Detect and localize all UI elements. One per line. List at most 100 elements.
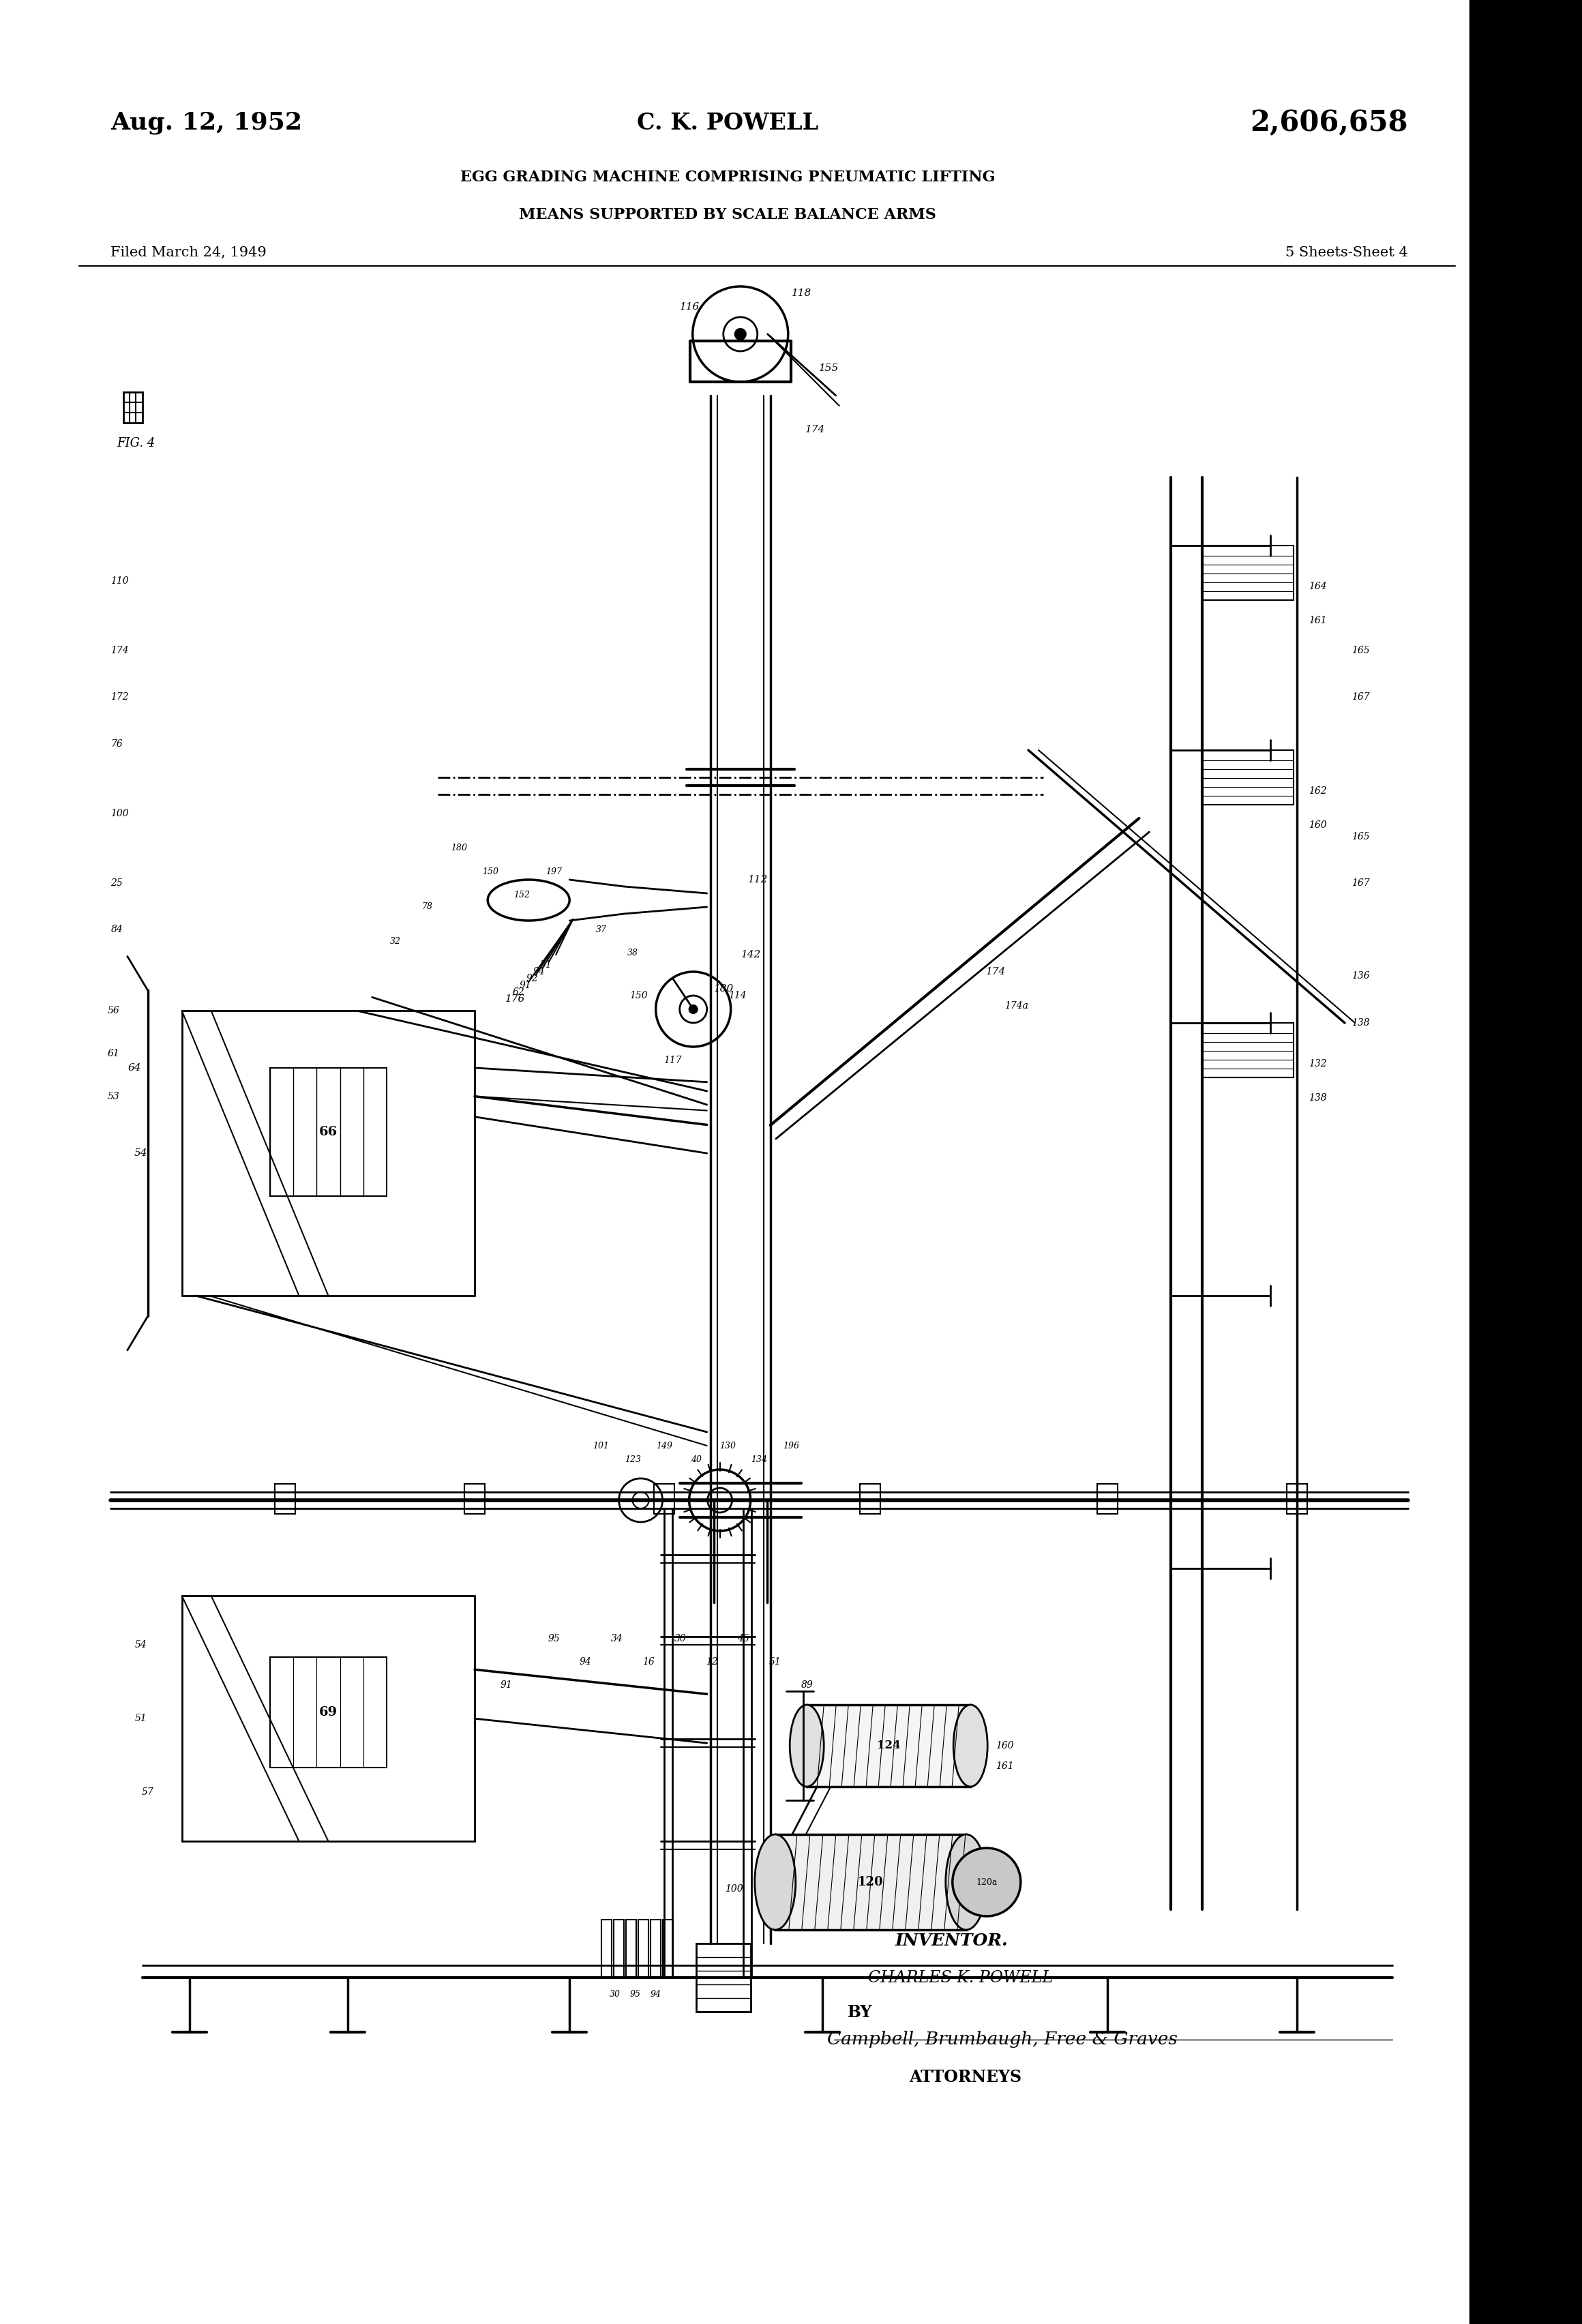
Text: EGG GRADING MACHINE COMPRISING PNEUMATIC LIFTING: EGG GRADING MACHINE COMPRISING PNEUMATIC… [460,170,995,186]
Text: CHARLES K. POWELL: CHARLES K. POWELL [869,1971,1052,1987]
Bar [614,1920,623,1978]
Text: 89: 89 [800,1680,813,1690]
Text: 91: 91 [500,1680,513,1690]
Text: 62: 62 [513,988,524,997]
Text: 172: 172 [111,693,128,702]
Bar [465,1483,484,1513]
Text: FIG. 4: FIG. 4 [117,437,155,449]
Circle shape [690,1006,698,1013]
Bar [807,1706,970,1787]
Text: ATTORNEYS: ATTORNEYS [908,2068,1022,2085]
Bar [626,1920,636,1978]
Text: MEANS SUPPORTED BY SCALE BALANCE ARMS: MEANS SUPPORTED BY SCALE BALANCE ARMS [519,207,937,223]
Bar [861,1483,880,1513]
Bar [1288,1483,1307,1513]
Text: 165: 165 [1351,646,1370,655]
Bar [638,1920,649,1978]
Text: 94: 94 [650,1989,661,1999]
Text: 114: 114 [729,990,747,999]
Bar [1202,1023,1294,1078]
Text: Filed March 24, 1949: Filed March 24, 1949 [111,246,267,258]
Text: 196: 196 [783,1441,799,1450]
Bar [275,1483,294,1513]
Ellipse shape [954,1706,987,1787]
Text: 5 Sheets-Sheet 4: 5 Sheets-Sheet 4 [1286,246,1408,258]
Text: 51: 51 [539,960,552,969]
Text: 30: 30 [674,1634,687,1643]
Text: 118: 118 [791,288,812,297]
Text: 64: 64 [128,1062,141,1074]
Text: 95: 95 [630,1989,641,1999]
Text: 138: 138 [1308,1092,1327,1102]
Text: 130: 130 [720,1441,736,1450]
Text: 32: 32 [391,937,400,946]
Text: 112: 112 [748,874,767,885]
Text: 165: 165 [1351,832,1370,841]
Text: 174: 174 [986,967,1006,976]
Text: 45: 45 [737,1634,750,1643]
Bar [1098,1483,1117,1513]
Bar [1470,0,1582,2324]
Text: 160: 160 [1308,820,1327,830]
Text: 76: 76 [111,739,123,748]
Text: 66: 66 [320,1125,337,1139]
Text: 123: 123 [625,1455,641,1464]
Text: 56: 56 [108,1006,120,1016]
Text: BY: BY [848,2003,872,2020]
Text: 2,606,658: 2,606,658 [1250,109,1408,137]
Bar [269,1067,386,1197]
Text: 124: 124 [876,1741,900,1752]
Bar [601,1920,611,1978]
Text: 78: 78 [422,902,432,911]
Ellipse shape [789,1706,824,1787]
Text: 57: 57 [142,1787,153,1796]
Text: 25: 25 [111,878,123,888]
Text: 180: 180 [713,983,734,995]
Bar [650,1920,661,1978]
Text: 132: 132 [1308,1060,1327,1069]
Text: 53: 53 [108,1092,120,1102]
Bar [1202,751,1294,804]
Text: 38: 38 [628,948,638,957]
Text: 94: 94 [579,1657,592,1666]
Text: 162: 162 [1308,786,1327,795]
Text: 197: 197 [546,867,562,876]
Text: 95: 95 [547,1634,560,1643]
Circle shape [736,328,745,339]
Text: 160: 160 [995,1741,1014,1750]
Bar [123,393,142,423]
Text: 161: 161 [1308,616,1327,625]
Bar [1202,546,1294,600]
Bar [663,1920,672,1978]
Bar [775,1834,967,1929]
Text: 40: 40 [691,1455,701,1464]
Text: 37: 37 [596,925,606,934]
Text: 84: 84 [111,925,123,934]
Text: 120: 120 [857,1875,883,1887]
Text: 69: 69 [320,1706,337,1717]
Text: 94: 94 [533,967,544,976]
Text: 152: 152 [514,890,530,899]
Text: 174: 174 [111,646,128,655]
Text: 34: 34 [611,1634,623,1643]
Ellipse shape [946,1834,987,1929]
Text: 30: 30 [609,1989,620,1999]
Text: 100: 100 [111,809,128,818]
Text: 150: 150 [630,990,647,999]
Text: 174a: 174a [1005,1002,1028,1011]
Text: 16: 16 [642,1657,655,1666]
Text: 100: 100 [725,1885,744,1894]
Text: 110: 110 [111,576,128,586]
Text: 167: 167 [1351,693,1370,702]
Bar [696,1943,750,2013]
Text: 161: 161 [995,1762,1014,1771]
Text: Campbell, Brumbaugh, Free & Graves: Campbell, Brumbaugh, Free & Graves [827,2031,1177,2047]
Text: 164: 164 [1308,581,1327,590]
Text: 92: 92 [525,974,538,983]
Text: 142: 142 [742,951,761,960]
Text: 150: 150 [483,867,498,876]
Text: 174: 174 [805,425,826,435]
Text: 176: 176 [505,995,525,1004]
Text: C. K. POWELL: C. K. POWELL [638,112,818,135]
Text: 61: 61 [108,1048,120,1057]
